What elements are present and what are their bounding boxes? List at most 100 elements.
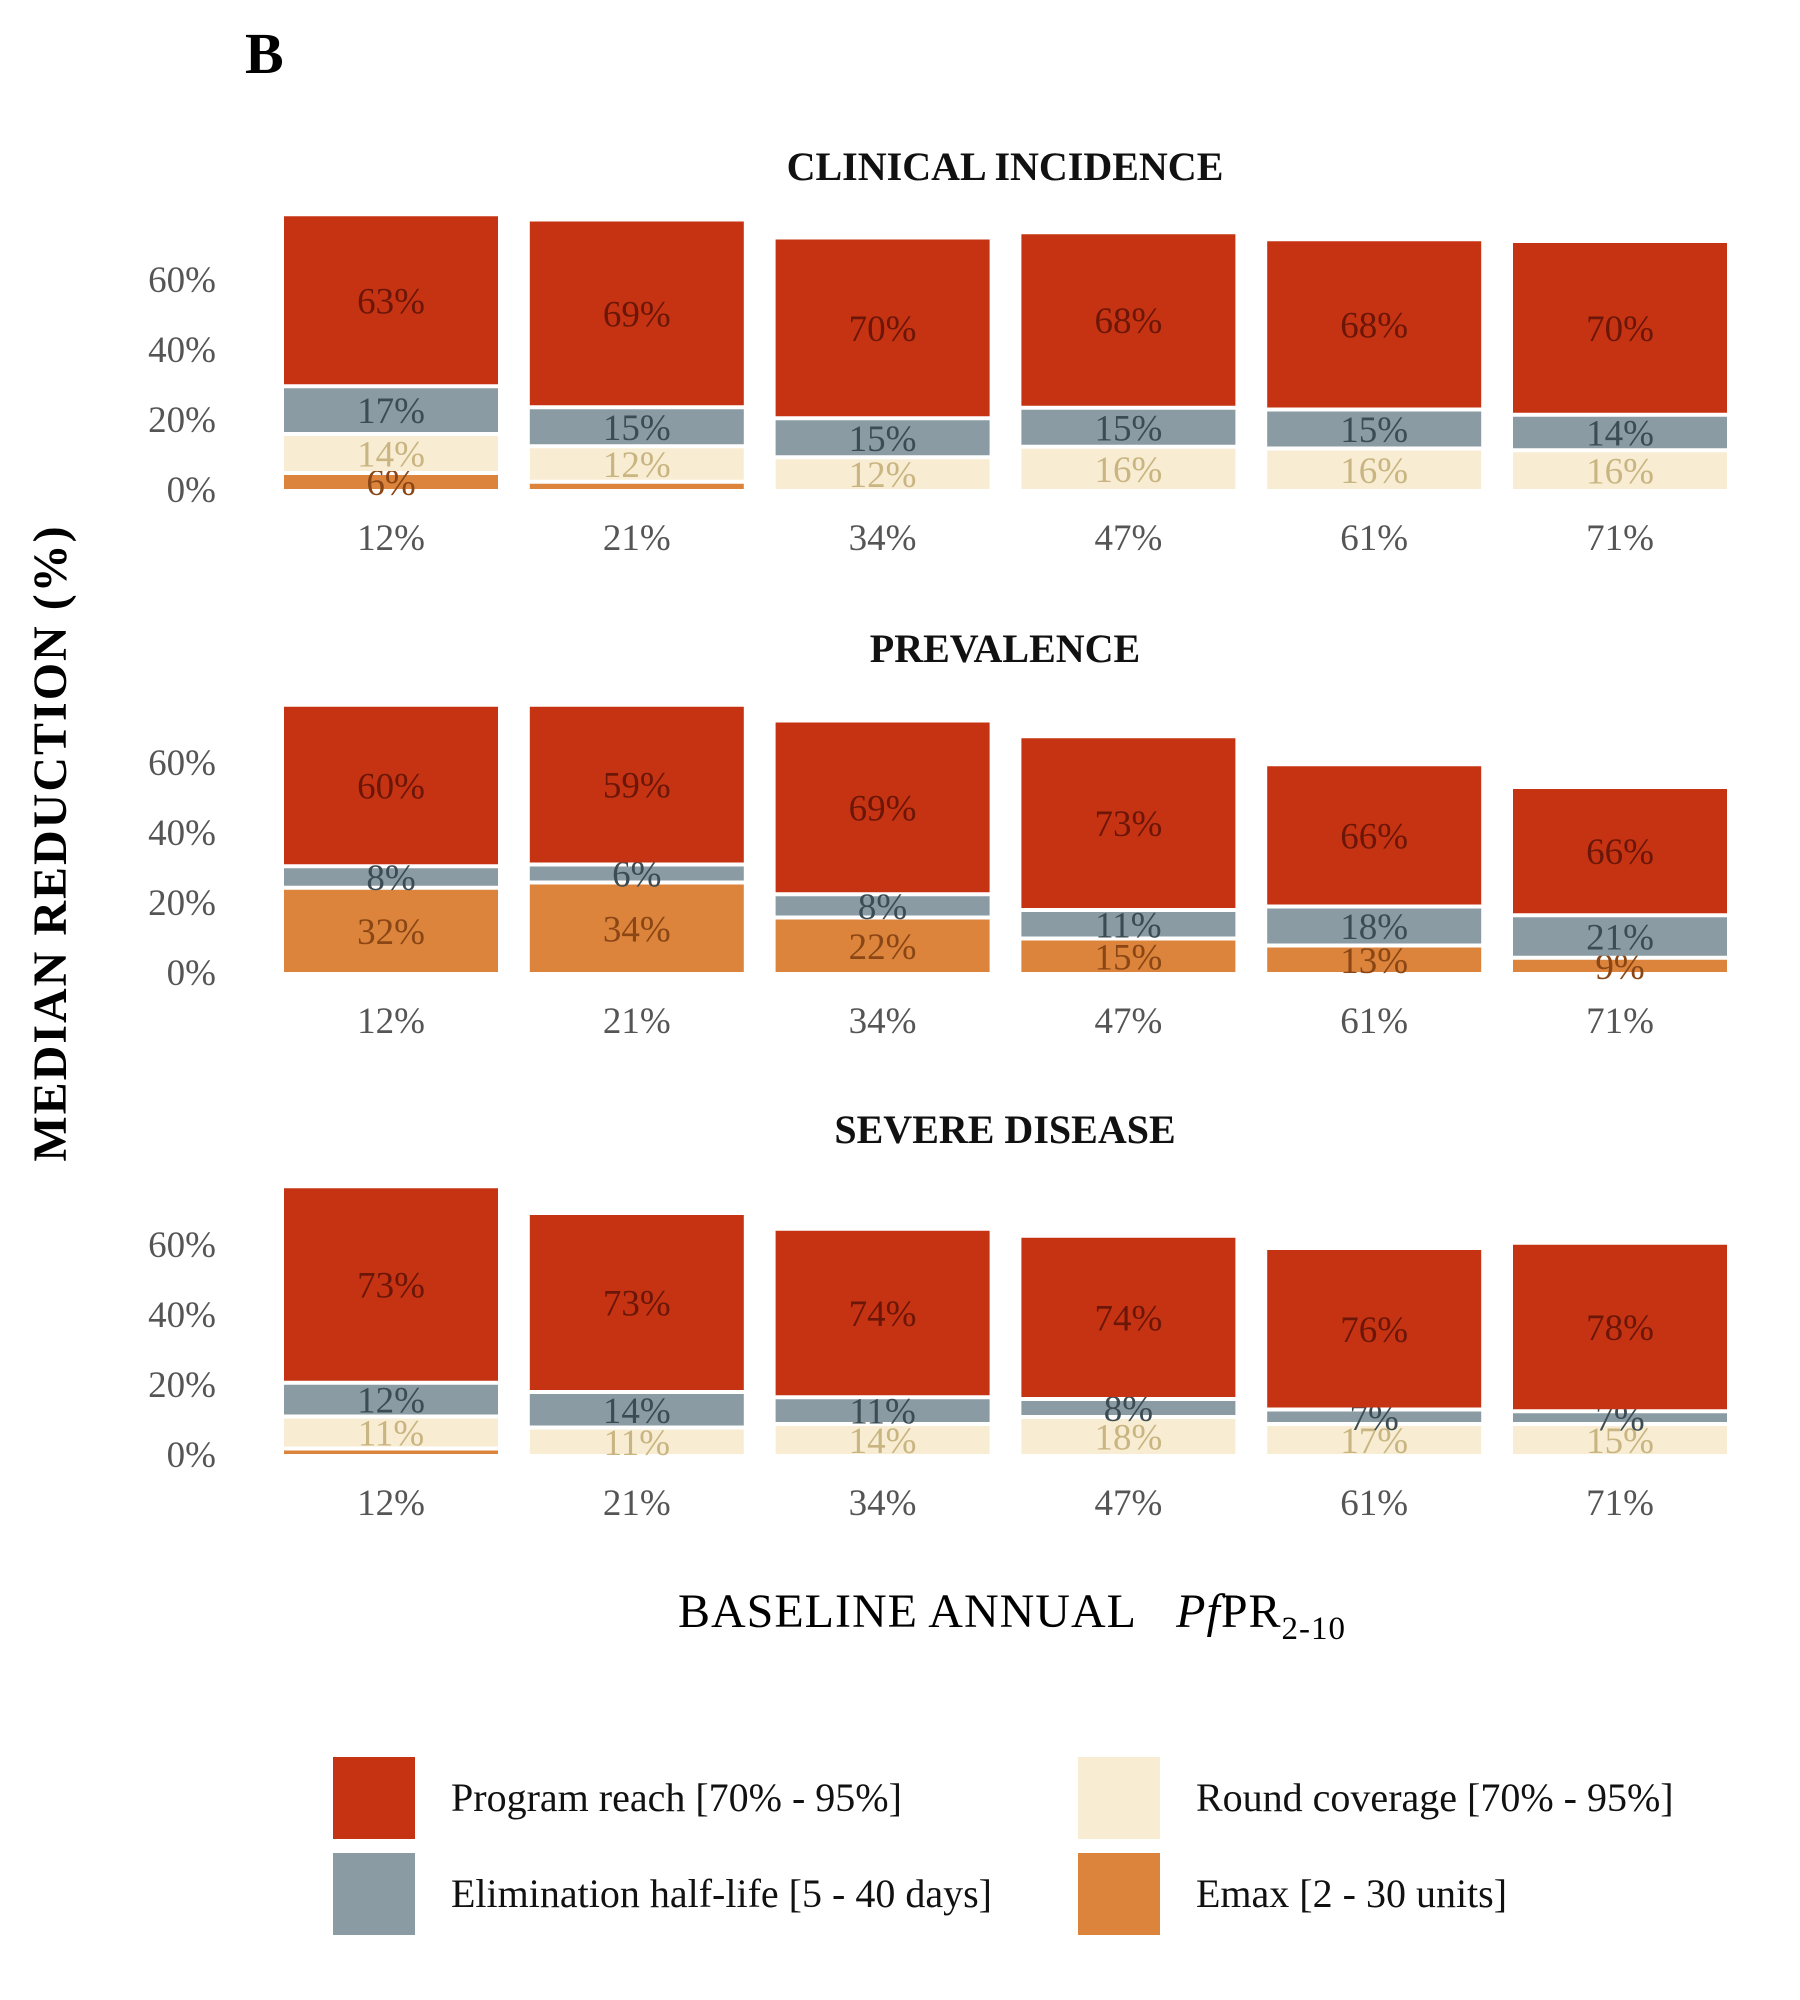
x-tick-label: 61% bbox=[1340, 518, 1408, 559]
panel-title: PREVALENCE bbox=[870, 626, 1140, 671]
bar-segment-program-reach-70-95 bbox=[1513, 243, 1727, 413]
bar-segment-program-reach-70-95 bbox=[1021, 234, 1236, 406]
bar-stack: 15%7%78% bbox=[1513, 1244, 1727, 1462]
bar-segment-program-reach-70-95 bbox=[1021, 1237, 1236, 1397]
data-label: 68% bbox=[1094, 301, 1162, 342]
bar-stack: 11%14% 73% bbox=[529, 1215, 744, 1464]
bar-segment-elimination-half-life-5-40-days bbox=[775, 896, 990, 916]
bar-segment-round-coverage-70-95 bbox=[775, 1426, 990, 1454]
legend-item-program-reach-70-95: Program reach [70% - 95%] bbox=[333, 1757, 902, 1839]
legend-item-elimination-half-life-5-40-days: Elimination half-life [5 - 40 days] bbox=[333, 1853, 992, 1935]
data-label: 11% bbox=[1095, 905, 1161, 946]
y-tick-label: 60% bbox=[148, 260, 216, 301]
bar-segment-program-reach-70-95 bbox=[529, 221, 744, 406]
bar-segment-elimination-half-life-5-40-days bbox=[1513, 917, 1727, 956]
x-tick-label: 21% bbox=[603, 1483, 671, 1524]
x-tick-label: 71% bbox=[1586, 518, 1654, 559]
x-axis-label-subscript: 2-10 bbox=[1282, 1611, 1347, 1647]
legend-swatch bbox=[1078, 1757, 1160, 1839]
bar-segment-emax-2-30-units bbox=[284, 889, 498, 972]
x-tick-label: 61% bbox=[1340, 1001, 1408, 1042]
x-axis-label-main: BASELINE ANNUAL bbox=[678, 1585, 1135, 1638]
bar-segment-program-reach-70-95 bbox=[775, 722, 990, 893]
bar-segment-elimination-half-life-5-40-days bbox=[284, 388, 498, 432]
bar-segment-elimination-half-life-5-40-days bbox=[1267, 411, 1482, 447]
bar-segment-emax-2-30-units bbox=[529, 884, 744, 972]
panel-title: CLINICAL INCIDENCE bbox=[787, 144, 1224, 189]
y-tick-label: 60% bbox=[148, 1225, 216, 1266]
bar-segment-program-reach-70-95 bbox=[775, 239, 990, 417]
bar-stack: 16%15% 68% bbox=[1021, 234, 1236, 491]
bar-segment-program-reach-70-95 bbox=[284, 216, 498, 385]
bar-segment-elimination-half-life-5-40-days bbox=[775, 420, 990, 456]
data-label: 69% bbox=[849, 788, 917, 829]
data-label: 14% bbox=[849, 1421, 917, 1462]
data-label: 11% bbox=[358, 1414, 424, 1455]
bar-stack: 12%15% 69% bbox=[529, 221, 744, 489]
y-tick-label: 40% bbox=[148, 813, 216, 854]
bar-stack: 18%8%74% bbox=[1021, 1237, 1236, 1459]
legend: Program reach [70% - 95%] Round coverage … bbox=[333, 1757, 1674, 1935]
x-axis-label-italic: Pf bbox=[1175, 1585, 1225, 1638]
legend-label: Program reach [70% - 95%] bbox=[451, 1775, 902, 1820]
x-tick-label: 47% bbox=[1094, 1483, 1162, 1524]
data-label: 15% bbox=[1586, 1421, 1654, 1462]
legend-swatch bbox=[1078, 1853, 1160, 1935]
bar-segment-emax-2-30-units bbox=[1021, 940, 1236, 972]
bar-segment-program-reach-70-95 bbox=[1021, 738, 1236, 908]
data-label: 14% bbox=[1586, 414, 1654, 455]
y-tick-label: 20% bbox=[148, 400, 216, 441]
y-tick-label: 20% bbox=[148, 883, 216, 924]
x-tick-label: 47% bbox=[1094, 518, 1162, 559]
y-tick-label: 0% bbox=[167, 470, 216, 511]
data-label: 73% bbox=[1094, 804, 1162, 845]
bar-segment-program-reach-70-95 bbox=[284, 706, 498, 865]
bar-segment-round-coverage-70-95 bbox=[775, 459, 990, 489]
data-label: 18% bbox=[1094, 1418, 1162, 1459]
y-tick-label: 20% bbox=[148, 1365, 216, 1406]
data-label: 17% bbox=[1340, 1421, 1408, 1462]
data-label: 70% bbox=[1586, 309, 1654, 350]
chart-panels: CLINICAL INCIDENCE 0% 20% 40% 60% 6%14%17%63%… bbox=[148, 144, 1727, 1524]
x-tick-label: 21% bbox=[603, 1001, 671, 1042]
legend-label: Round coverage [70% - 95%] bbox=[1196, 1775, 1674, 1820]
bar-segment-round-coverage-70-95 bbox=[1021, 448, 1236, 489]
bar-segment-round-coverage-70-95 bbox=[529, 448, 744, 480]
data-label: 14% bbox=[603, 1391, 671, 1432]
data-label: 15% bbox=[1340, 410, 1408, 451]
bar-segment-elimination-half-life-5-40-days bbox=[284, 1384, 498, 1415]
bar-stack: 6%14%17%63% bbox=[284, 216, 498, 504]
bar-segment-elimination-half-life-5-40-days bbox=[1267, 1411, 1482, 1422]
bar-segment-round-coverage-70-95 bbox=[1513, 1426, 1727, 1454]
legend-item-round-coverage-70-95: Round coverage [70% - 95%] bbox=[1078, 1757, 1674, 1839]
bar-stack: 15%11% 73% bbox=[1021, 738, 1236, 978]
data-label: 12% bbox=[849, 455, 917, 496]
legend-label: Elimination half-life [5 - 40 days] bbox=[451, 1871, 992, 1916]
bar-segment-round-coverage-70-95 bbox=[529, 1429, 744, 1454]
x-axis-label: BASELINE ANNUAL PfPR2-10 bbox=[678, 1585, 1346, 1647]
x-tick-label: 47% bbox=[1094, 1001, 1162, 1042]
data-label: 11% bbox=[849, 1392, 915, 1433]
data-label: 69% bbox=[603, 294, 671, 335]
bar-segment-emax-2-30-units bbox=[529, 483, 744, 489]
x-tick-label: 34% bbox=[849, 1001, 917, 1042]
bar-segment-round-coverage-70-95 bbox=[284, 1418, 498, 1447]
data-label: 59% bbox=[603, 766, 671, 807]
panel-letter: B bbox=[245, 21, 284, 86]
legend-swatch bbox=[333, 1757, 415, 1839]
data-label: 21% bbox=[1586, 918, 1654, 959]
data-label: 15% bbox=[603, 408, 671, 449]
bar-segment-round-coverage-70-95 bbox=[1267, 450, 1482, 489]
bar-segment-emax-2-30-units bbox=[284, 1450, 498, 1454]
panel-clinical-incidence: CLINICAL INCIDENCE0%20%40%60%6%14%17%63%… bbox=[148, 144, 1727, 559]
bar-stack: 9%21%66% bbox=[1513, 789, 1727, 988]
data-label: 16% bbox=[1340, 451, 1408, 492]
bar-segment-elimination-half-life-5-40-days bbox=[1267, 908, 1482, 944]
bar-segment-program-reach-70-95 bbox=[1267, 241, 1482, 408]
bar-stack: 16%15% 68% bbox=[1267, 241, 1482, 492]
data-label: 8% bbox=[858, 887, 907, 928]
bar-stack: 11%12% 73% bbox=[284, 1188, 498, 1455]
bar-segment-program-reach-70-95 bbox=[529, 706, 744, 863]
bar-stack: 16%14% 70% bbox=[1513, 243, 1727, 493]
